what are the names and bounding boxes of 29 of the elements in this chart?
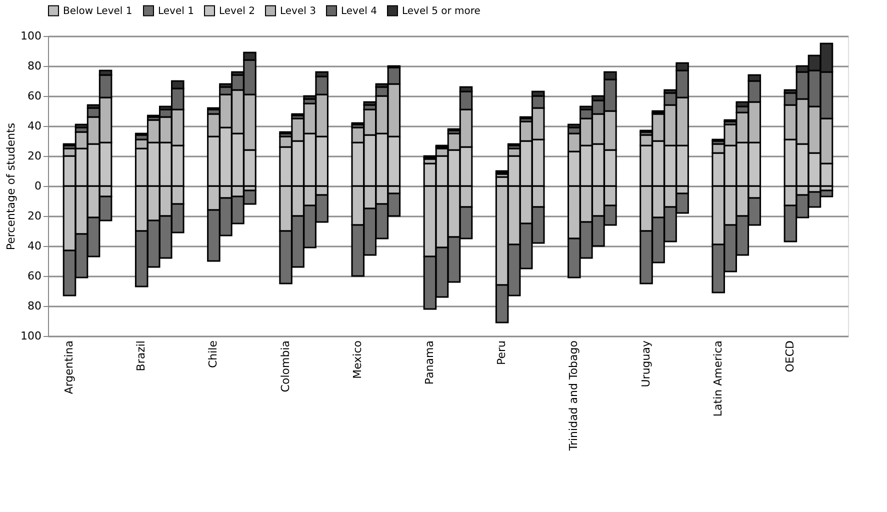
- x-tick-label: Chile: [206, 340, 220, 368]
- x-tick-label: Colombia: [278, 340, 292, 392]
- x-tick-label: Latin America: [711, 340, 724, 417]
- y-tick-label: 40: [28, 120, 42, 132]
- x-tick-label: Panama: [422, 340, 436, 385]
- x-tick-label: Trinidad and Tobago: [567, 340, 580, 452]
- y-tick-label: 80: [28, 60, 42, 72]
- x-tick-label: OECD: [783, 340, 796, 372]
- y-tick-label: 0: [34, 180, 42, 192]
- x-tick-label: Argentina: [62, 340, 76, 394]
- legend-label: Level 4: [341, 6, 377, 17]
- y-tick-label: 20: [28, 150, 42, 162]
- y-tick-label: 100: [20, 330, 42, 342]
- x-tick-label: Peru: [495, 340, 508, 366]
- x-tick-label: Mexico: [350, 340, 364, 379]
- legend-label: Level 2: [219, 6, 255, 17]
- x-tick-label: Brazil: [134, 340, 148, 372]
- legend-label: Level 1: [158, 6, 194, 17]
- y-tick-label: 60: [28, 270, 42, 282]
- legend-label: Below Level 1: [63, 6, 132, 17]
- y-tick-label: 20: [28, 210, 42, 222]
- y-tick-label: 80: [28, 300, 42, 312]
- y-axis-title: Percentage of students: [4, 122, 18, 250]
- y-tick-label: 40: [28, 240, 42, 252]
- legend-label: Level 5 or more: [402, 6, 480, 17]
- x-tick-label: Uruguay: [639, 340, 652, 388]
- y-tick-label: 100: [20, 30, 42, 42]
- legend-label: Level 3: [280, 6, 316, 17]
- y-tick-label: 60: [28, 90, 42, 102]
